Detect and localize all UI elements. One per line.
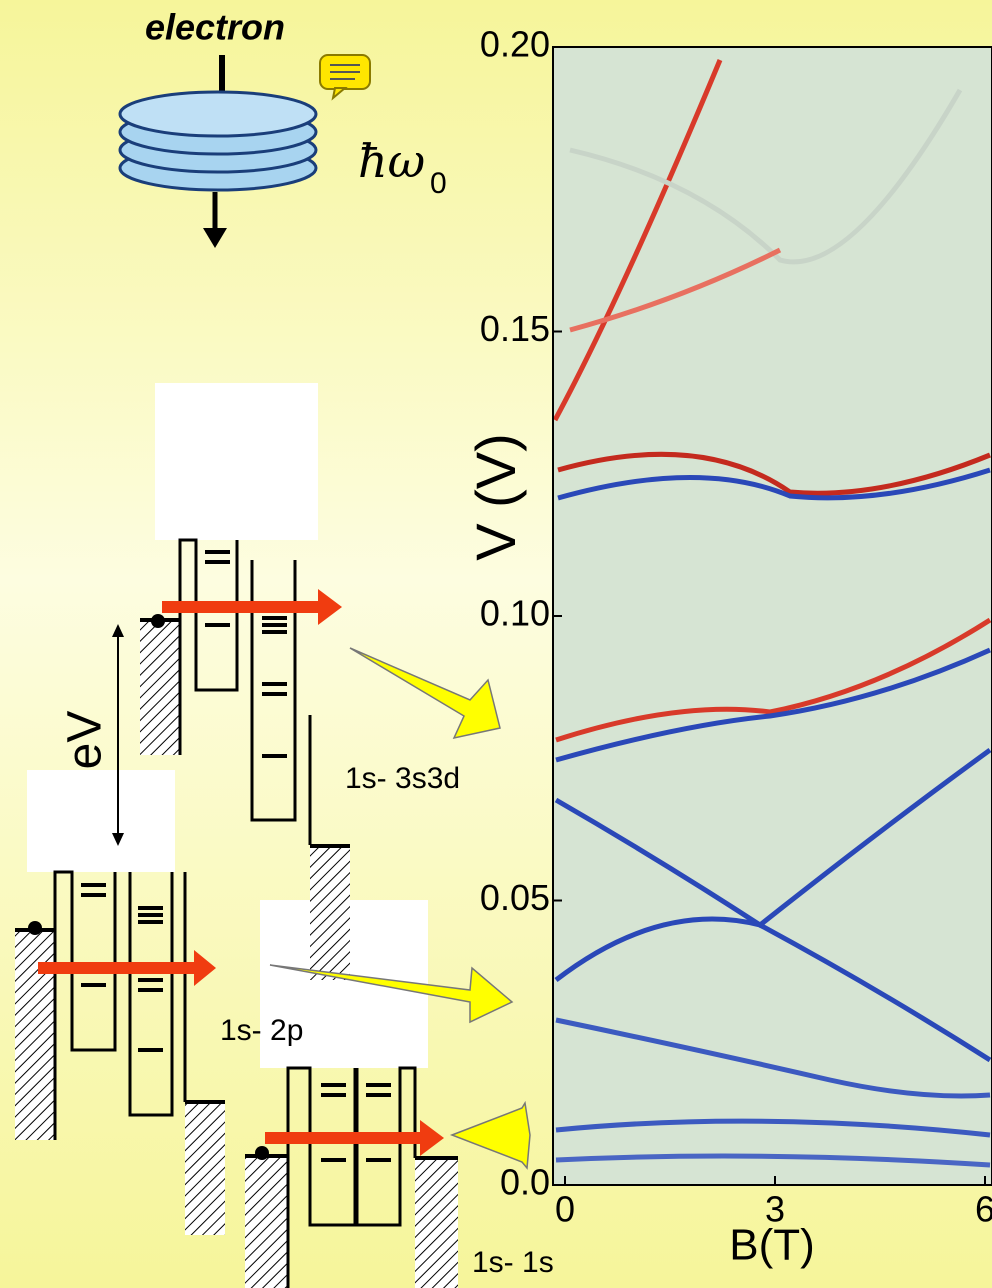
x-tick-label: 6	[975, 1189, 992, 1230]
bias-label: eV	[59, 711, 112, 770]
slide: electron ħω 0 eV 1s- 3s3d 1s- 2p 1s- 1s …	[0, 0, 992, 1288]
y-tick-label: 0.15	[480, 308, 550, 349]
blank-box	[27, 770, 175, 872]
page: electron ħω 0 eV 1s- 3s3d 1s- 2p 1s- 1s …	[0, 0, 992, 1288]
x-tick-label: 3	[765, 1189, 785, 1230]
transition-label: 1s- 1s	[472, 1246, 554, 1279]
transition-label: 1s- 2p	[220, 1014, 303, 1047]
x-tick-label: 0	[555, 1189, 575, 1230]
y-tick-label: 0.20	[480, 24, 550, 65]
spectrum-image	[553, 47, 992, 1185]
transition-label: 1s- 3s3d	[345, 762, 460, 795]
y-axis-label: V (V)	[464, 433, 527, 561]
energy-symbol: ħω	[358, 134, 425, 188]
y-tick-label: 0.10	[480, 593, 550, 634]
y-tick-label: 0.0	[500, 1162, 550, 1203]
electron-label: electron	[145, 7, 285, 48]
energy-subscript: 0	[430, 167, 447, 200]
y-tick-label: 0.05	[480, 877, 550, 918]
blank-box	[155, 383, 318, 540]
